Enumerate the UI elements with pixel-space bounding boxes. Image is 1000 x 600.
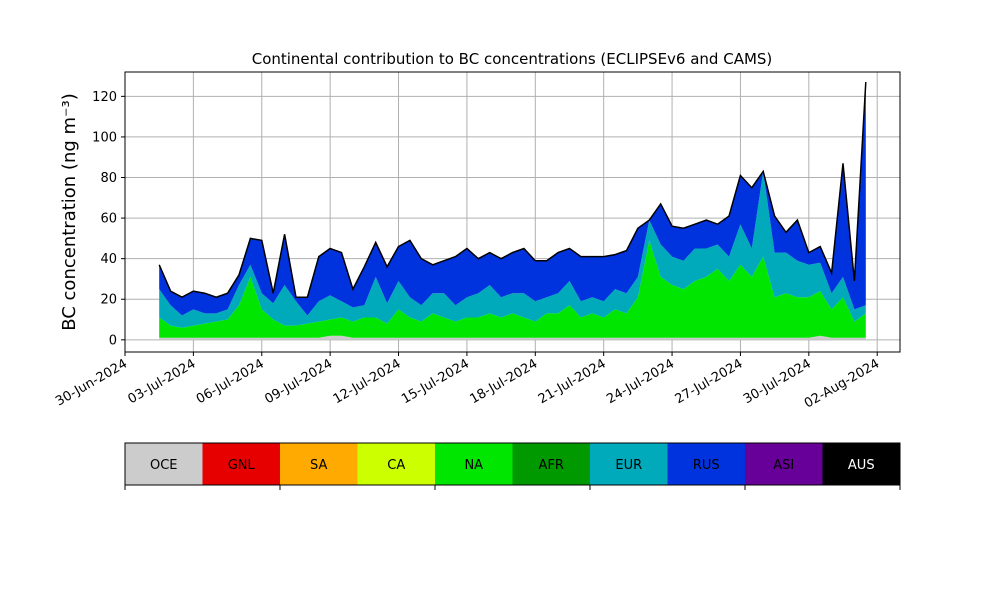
- y-tick-label: 120: [92, 90, 117, 105]
- plot-frame: [124, 71, 901, 353]
- x-tick-label: 09-Jul-2024: [262, 356, 335, 407]
- y-tick-label: 100: [92, 130, 117, 145]
- legend-swatch-gnl: [202, 443, 281, 485]
- total-concentration-line: [158, 82, 867, 299]
- legend-swatch-rus: [667, 443, 746, 485]
- legend-label-afr: AFR: [539, 458, 564, 473]
- y-axis-ticks: 0 20 40 60 80 100 120: [92, 90, 125, 348]
- legend-label-na: NA: [464, 458, 483, 473]
- x-tick-label: 21-Jul-2024: [536, 356, 609, 407]
- x-tick-label: 06-Jul-2024: [194, 356, 267, 407]
- legend-label-oce: OCE: [150, 458, 178, 473]
- x-tick-label: 02-Aug-2024: [802, 356, 882, 411]
- legend-swatch-sa: [280, 443, 358, 485]
- x-tick-label: 12-Jul-2024: [331, 356, 404, 407]
- area-na: [159, 240, 866, 338]
- y-tick-label: 80: [100, 171, 117, 186]
- total-line: [158, 82, 867, 299]
- area-rus: [159, 82, 866, 316]
- x-tick-label: 24-Jul-2024: [604, 356, 677, 407]
- legend-label-ca: CA: [387, 458, 405, 473]
- legend-label-sa: SA: [310, 458, 327, 473]
- legend-swatch-aus: [822, 443, 901, 485]
- legend-frame: [124, 442, 901, 486]
- legend-swatch-ca: [357, 443, 436, 485]
- legend-label-rus: RUS: [693, 458, 720, 473]
- chart-title: Continental contribution to BC concentra…: [252, 50, 773, 68]
- area-eur: [159, 171, 866, 328]
- y-tick-label: 60: [100, 212, 117, 227]
- y-tick-label: 20: [100, 293, 117, 308]
- x-tick-label: 03-Jul-2024: [126, 356, 199, 407]
- y-axis-label: BC concentration (ng m⁻³): [59, 93, 80, 331]
- legend-label-asi: ASI: [773, 458, 794, 473]
- legend-swatch-asi: [745, 443, 823, 485]
- stacked-areas: [159, 82, 866, 340]
- y-tick-label: 40: [100, 252, 117, 267]
- legend-swatch-oce: [125, 443, 203, 485]
- x-tick-label: 15-Jul-2024: [399, 356, 472, 407]
- x-axis-ticks: 30-Jun-202403-Jul-202406-Jul-202409-Jul-…: [53, 352, 882, 412]
- x-tick-label: 27-Jul-2024: [673, 356, 746, 407]
- y-tick-label: 0: [109, 333, 117, 348]
- legend-swatch-eur: [590, 443, 668, 485]
- x-tick-label: 18-Jul-2024: [467, 356, 540, 407]
- legend-label-gnl: GNL: [228, 458, 256, 473]
- legend-swatch-afr: [512, 443, 591, 485]
- x-tick-label: 30-Jun-2024: [53, 356, 130, 409]
- legend-colorbar: OCE GNL SA CA NA AFR EUR RUS ASI AUS: [124, 442, 901, 490]
- legend-label-eur: EUR: [615, 458, 642, 473]
- legend-swatch-na: [435, 443, 513, 485]
- legend-label-aus: AUS: [848, 458, 875, 473]
